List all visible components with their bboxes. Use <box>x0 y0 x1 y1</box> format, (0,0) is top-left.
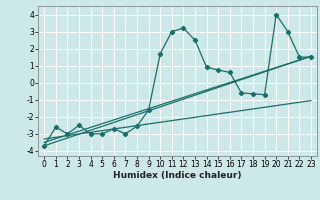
X-axis label: Humidex (Indice chaleur): Humidex (Indice chaleur) <box>113 171 242 180</box>
